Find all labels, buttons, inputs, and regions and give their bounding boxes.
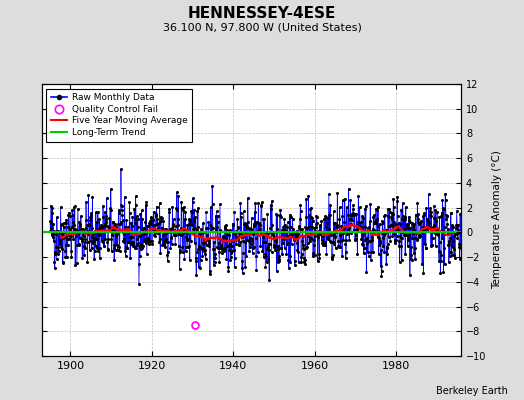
Y-axis label: Temperature Anomaly (°C): Temperature Anomaly (°C): [492, 150, 502, 290]
Text: 36.100 N, 97.800 W (United States): 36.100 N, 97.800 W (United States): [162, 22, 362, 32]
Legend: Raw Monthly Data, Quality Control Fail, Five Year Moving Average, Long-Term Tren: Raw Monthly Data, Quality Control Fail, …: [47, 88, 192, 142]
Text: Berkeley Earth: Berkeley Earth: [436, 386, 508, 396]
Text: HENNESSEY-4ESE: HENNESSEY-4ESE: [188, 6, 336, 21]
